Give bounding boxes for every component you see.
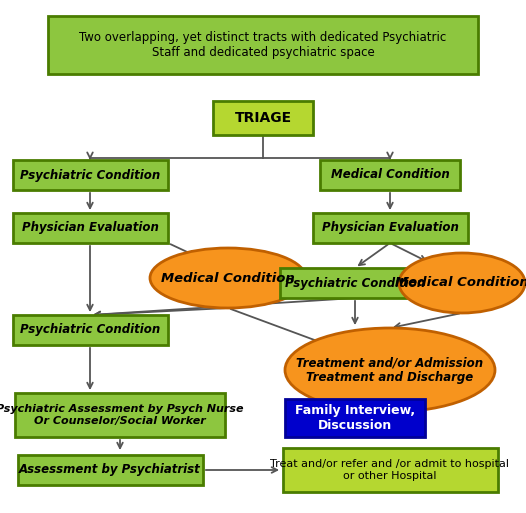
FancyBboxPatch shape	[48, 16, 478, 74]
FancyBboxPatch shape	[13, 160, 167, 190]
FancyBboxPatch shape	[312, 213, 468, 243]
FancyBboxPatch shape	[280, 268, 430, 298]
FancyBboxPatch shape	[285, 399, 425, 437]
Text: Physician Evaluation: Physician Evaluation	[321, 222, 459, 234]
FancyBboxPatch shape	[17, 455, 203, 485]
Text: Medical Condition: Medical Condition	[395, 277, 526, 289]
Text: TRIAGE: TRIAGE	[235, 111, 291, 125]
Text: Psychiatric Condition: Psychiatric Condition	[20, 324, 160, 337]
Ellipse shape	[150, 248, 306, 308]
Text: Assessment by Psychiatrist: Assessment by Psychiatrist	[19, 464, 201, 477]
Text: Physician Evaluation: Physician Evaluation	[22, 222, 158, 234]
Text: Psychiatric Assessment by Psych Nurse
Or Counselor/Social Worker: Psychiatric Assessment by Psych Nurse Or…	[0, 404, 244, 426]
Text: Medical Condition: Medical Condition	[331, 168, 449, 182]
Text: Treatment and/or Admission
Treatment and Discharge: Treatment and/or Admission Treatment and…	[297, 356, 483, 384]
FancyBboxPatch shape	[13, 213, 167, 243]
FancyBboxPatch shape	[213, 101, 313, 135]
FancyBboxPatch shape	[282, 448, 498, 492]
Text: Family Interview,
Discussion: Family Interview, Discussion	[295, 404, 415, 432]
Text: Psychiatric Condition: Psychiatric Condition	[20, 168, 160, 182]
Text: Psychiatric Condition: Psychiatric Condition	[285, 277, 425, 289]
Ellipse shape	[399, 253, 525, 313]
Text: Two overlapping, yet distinct tracts with dedicated Psychiatric
Staff and dedica: Two overlapping, yet distinct tracts wit…	[79, 31, 447, 59]
Ellipse shape	[285, 328, 495, 412]
Text: Medical Condition: Medical Condition	[161, 271, 295, 285]
FancyBboxPatch shape	[320, 160, 460, 190]
Text: Treat and/or refer and /or admit to hospital
or other Hospital: Treat and/or refer and /or admit to hosp…	[270, 459, 510, 481]
FancyBboxPatch shape	[15, 393, 225, 437]
FancyBboxPatch shape	[13, 315, 167, 345]
